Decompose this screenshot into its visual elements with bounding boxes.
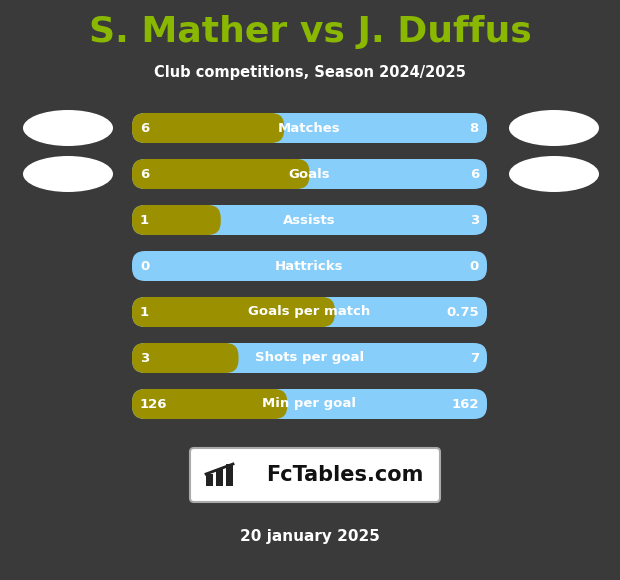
Text: Hattricks: Hattricks	[275, 259, 343, 273]
FancyBboxPatch shape	[132, 297, 487, 327]
FancyBboxPatch shape	[132, 159, 487, 189]
Text: Goals per match: Goals per match	[249, 306, 371, 318]
FancyBboxPatch shape	[132, 343, 239, 373]
FancyBboxPatch shape	[132, 159, 309, 189]
Text: Goals: Goals	[289, 168, 330, 180]
Text: 6: 6	[470, 168, 479, 180]
Text: 7: 7	[470, 351, 479, 364]
FancyBboxPatch shape	[190, 448, 440, 502]
Text: Matches: Matches	[278, 121, 341, 135]
Text: 1: 1	[140, 306, 149, 318]
Text: Shots per goal: Shots per goal	[255, 351, 364, 364]
Text: 3: 3	[470, 213, 479, 227]
Text: 1: 1	[140, 213, 149, 227]
Text: 3: 3	[140, 351, 149, 364]
FancyBboxPatch shape	[132, 389, 287, 419]
Ellipse shape	[23, 156, 113, 192]
Text: 162: 162	[451, 397, 479, 411]
Text: 20 january 2025: 20 january 2025	[240, 530, 380, 545]
Bar	[216, 469, 223, 486]
Text: Min per goal: Min per goal	[262, 397, 356, 411]
Bar	[206, 474, 213, 486]
Ellipse shape	[23, 110, 113, 146]
Text: FcTables.com: FcTables.com	[267, 465, 423, 485]
Text: 0: 0	[470, 259, 479, 273]
Bar	[226, 464, 233, 486]
Text: 126: 126	[140, 397, 167, 411]
FancyBboxPatch shape	[132, 113, 284, 143]
FancyBboxPatch shape	[132, 297, 335, 327]
Text: 6: 6	[140, 168, 149, 180]
FancyBboxPatch shape	[132, 389, 487, 419]
FancyBboxPatch shape	[132, 205, 487, 235]
FancyBboxPatch shape	[132, 205, 221, 235]
Text: Assists: Assists	[283, 213, 336, 227]
Text: 0.75: 0.75	[446, 306, 479, 318]
Text: S. Mather vs J. Duffus: S. Mather vs J. Duffus	[89, 15, 531, 49]
Text: 6: 6	[140, 121, 149, 135]
Ellipse shape	[509, 156, 599, 192]
FancyBboxPatch shape	[132, 343, 487, 373]
Ellipse shape	[509, 110, 599, 146]
Text: 8: 8	[470, 121, 479, 135]
FancyBboxPatch shape	[132, 113, 487, 143]
Text: Club competitions, Season 2024/2025: Club competitions, Season 2024/2025	[154, 64, 466, 79]
FancyBboxPatch shape	[132, 251, 487, 281]
Text: 0: 0	[140, 259, 149, 273]
